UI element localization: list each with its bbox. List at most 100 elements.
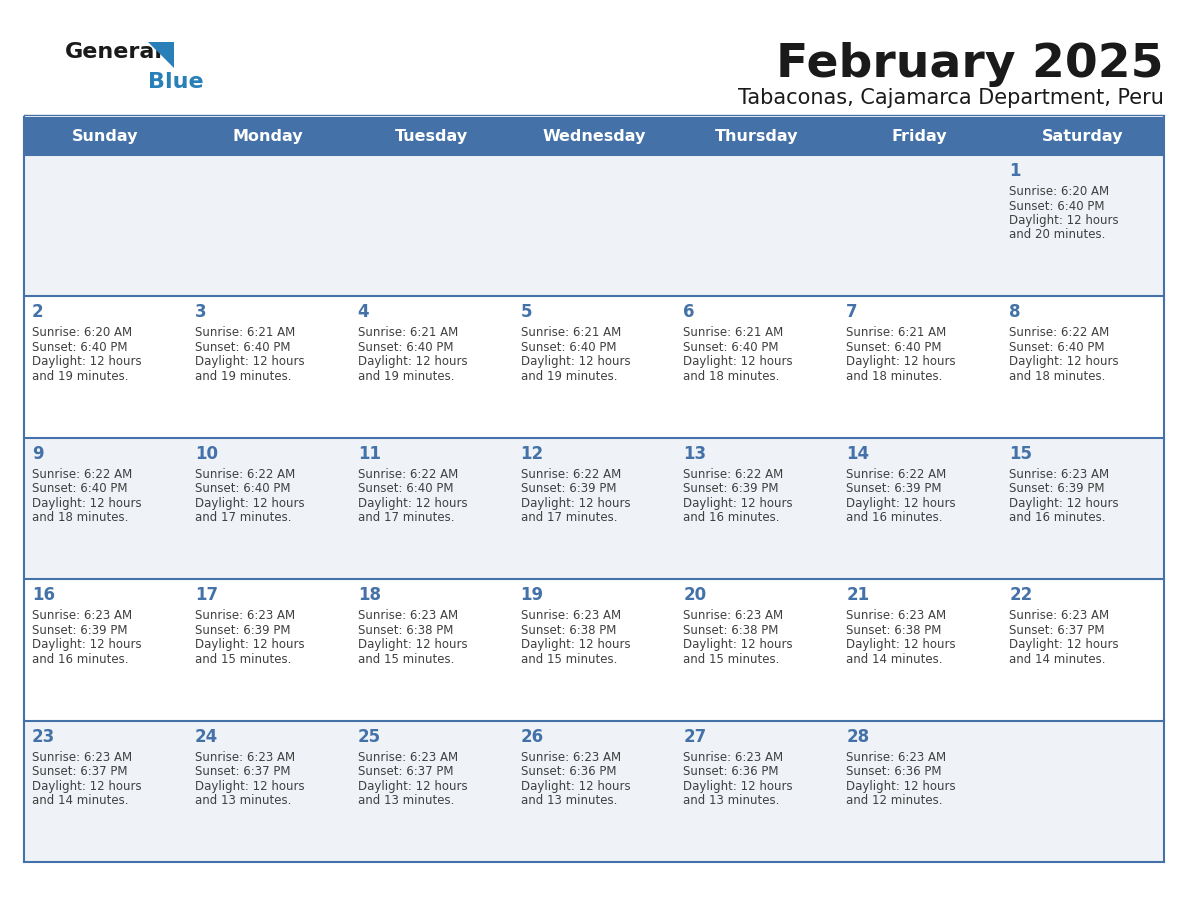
Text: and 13 minutes.: and 13 minutes. xyxy=(358,794,454,807)
Text: and 15 minutes.: and 15 minutes. xyxy=(520,653,617,666)
Text: 26: 26 xyxy=(520,728,544,745)
Text: Sunrise: 6:23 AM: Sunrise: 6:23 AM xyxy=(195,751,295,764)
Text: Daylight: 12 hours: Daylight: 12 hours xyxy=(195,497,304,509)
Text: Daylight: 12 hours: Daylight: 12 hours xyxy=(358,497,467,509)
Text: General: General xyxy=(65,42,163,62)
Text: and 17 minutes.: and 17 minutes. xyxy=(358,511,454,524)
Text: Sunrise: 6:22 AM: Sunrise: 6:22 AM xyxy=(683,468,784,481)
Text: Daylight: 12 hours: Daylight: 12 hours xyxy=(846,638,956,651)
Text: Sunrise: 6:23 AM: Sunrise: 6:23 AM xyxy=(683,610,784,622)
Text: Wednesday: Wednesday xyxy=(542,129,646,143)
Text: 4: 4 xyxy=(358,304,369,321)
Text: Sunset: 6:39 PM: Sunset: 6:39 PM xyxy=(846,482,942,496)
Text: Sunset: 6:38 PM: Sunset: 6:38 PM xyxy=(520,623,615,637)
Text: Daylight: 12 hours: Daylight: 12 hours xyxy=(1009,497,1119,509)
Text: and 18 minutes.: and 18 minutes. xyxy=(683,370,779,383)
Text: Sunset: 6:38 PM: Sunset: 6:38 PM xyxy=(683,623,779,637)
Text: Sunset: 6:40 PM: Sunset: 6:40 PM xyxy=(195,341,290,354)
Text: Daylight: 12 hours: Daylight: 12 hours xyxy=(683,779,794,792)
Text: Sunrise: 6:23 AM: Sunrise: 6:23 AM xyxy=(846,610,947,622)
Text: and 19 minutes.: and 19 minutes. xyxy=(358,370,454,383)
Text: Daylight: 12 hours: Daylight: 12 hours xyxy=(32,779,141,792)
Text: and 13 minutes.: and 13 minutes. xyxy=(520,794,617,807)
Text: 23: 23 xyxy=(32,728,56,745)
Text: Sunset: 6:39 PM: Sunset: 6:39 PM xyxy=(683,482,779,496)
Text: Daylight: 12 hours: Daylight: 12 hours xyxy=(358,638,467,651)
Text: and 18 minutes.: and 18 minutes. xyxy=(846,370,942,383)
Text: Daylight: 12 hours: Daylight: 12 hours xyxy=(683,638,794,651)
Text: Daylight: 12 hours: Daylight: 12 hours xyxy=(1009,355,1119,368)
Text: and 14 minutes.: and 14 minutes. xyxy=(32,794,128,807)
Text: Sunset: 6:39 PM: Sunset: 6:39 PM xyxy=(195,623,290,637)
Text: Sunrise: 6:23 AM: Sunrise: 6:23 AM xyxy=(358,610,457,622)
Text: Saturday: Saturday xyxy=(1042,129,1124,143)
Text: and 14 minutes.: and 14 minutes. xyxy=(846,653,943,666)
Text: and 15 minutes.: and 15 minutes. xyxy=(195,653,291,666)
Text: 7: 7 xyxy=(846,304,858,321)
Text: Sunset: 6:37 PM: Sunset: 6:37 PM xyxy=(32,765,127,778)
Text: Sunset: 6:38 PM: Sunset: 6:38 PM xyxy=(358,623,453,637)
Text: Sunset: 6:38 PM: Sunset: 6:38 PM xyxy=(846,623,942,637)
Bar xyxy=(24,579,1164,721)
Text: Sunset: 6:40 PM: Sunset: 6:40 PM xyxy=(1009,199,1105,212)
Text: 10: 10 xyxy=(195,445,217,463)
Text: Daylight: 12 hours: Daylight: 12 hours xyxy=(195,638,304,651)
Text: Sunrise: 6:23 AM: Sunrise: 6:23 AM xyxy=(520,751,620,764)
Text: 28: 28 xyxy=(846,728,870,745)
Text: Daylight: 12 hours: Daylight: 12 hours xyxy=(195,355,304,368)
Text: and 12 minutes.: and 12 minutes. xyxy=(846,794,943,807)
Text: 16: 16 xyxy=(32,587,55,604)
Text: Daylight: 12 hours: Daylight: 12 hours xyxy=(846,355,956,368)
Bar xyxy=(24,721,1164,862)
Text: Daylight: 12 hours: Daylight: 12 hours xyxy=(195,779,304,792)
Text: Sunrise: 6:22 AM: Sunrise: 6:22 AM xyxy=(1009,327,1110,340)
Text: Sunrise: 6:22 AM: Sunrise: 6:22 AM xyxy=(846,468,947,481)
Text: Sunrise: 6:21 AM: Sunrise: 6:21 AM xyxy=(683,327,784,340)
Text: and 18 minutes.: and 18 minutes. xyxy=(1009,370,1106,383)
Text: 14: 14 xyxy=(846,445,870,463)
Text: Sunset: 6:39 PM: Sunset: 6:39 PM xyxy=(520,482,617,496)
Text: and 17 minutes.: and 17 minutes. xyxy=(195,511,291,524)
Text: Sunset: 6:39 PM: Sunset: 6:39 PM xyxy=(1009,482,1105,496)
Text: Thursday: Thursday xyxy=(715,129,798,143)
Text: and 19 minutes.: and 19 minutes. xyxy=(520,370,617,383)
Text: Tabaconas, Cajamarca Department, Peru: Tabaconas, Cajamarca Department, Peru xyxy=(738,88,1164,108)
Text: Sunset: 6:40 PM: Sunset: 6:40 PM xyxy=(846,341,942,354)
Text: Sunrise: 6:23 AM: Sunrise: 6:23 AM xyxy=(1009,610,1110,622)
Text: February 2025: February 2025 xyxy=(777,42,1164,87)
Text: Sunrise: 6:23 AM: Sunrise: 6:23 AM xyxy=(358,751,457,764)
Text: Daylight: 12 hours: Daylight: 12 hours xyxy=(520,638,630,651)
Text: 19: 19 xyxy=(520,587,544,604)
Text: Daylight: 12 hours: Daylight: 12 hours xyxy=(846,779,956,792)
Bar xyxy=(24,438,1164,579)
Text: Friday: Friday xyxy=(892,129,948,143)
Text: Sunrise: 6:20 AM: Sunrise: 6:20 AM xyxy=(32,327,132,340)
Text: 20: 20 xyxy=(683,587,707,604)
Text: Daylight: 12 hours: Daylight: 12 hours xyxy=(32,638,141,651)
Text: 13: 13 xyxy=(683,445,707,463)
Bar xyxy=(24,297,1164,438)
Text: and 13 minutes.: and 13 minutes. xyxy=(683,794,779,807)
Text: and 19 minutes.: and 19 minutes. xyxy=(32,370,128,383)
Text: Sunrise: 6:23 AM: Sunrise: 6:23 AM xyxy=(32,610,132,622)
Text: Sunset: 6:40 PM: Sunset: 6:40 PM xyxy=(520,341,617,354)
Text: Sunrise: 6:23 AM: Sunrise: 6:23 AM xyxy=(195,610,295,622)
Text: 24: 24 xyxy=(195,728,219,745)
Text: Sunrise: 6:23 AM: Sunrise: 6:23 AM xyxy=(1009,468,1110,481)
Text: Daylight: 12 hours: Daylight: 12 hours xyxy=(683,497,794,509)
Text: 6: 6 xyxy=(683,304,695,321)
Text: Blue: Blue xyxy=(148,72,203,92)
Text: Sunrise: 6:22 AM: Sunrise: 6:22 AM xyxy=(195,468,295,481)
Text: Sunset: 6:40 PM: Sunset: 6:40 PM xyxy=(358,482,453,496)
Text: Sunset: 6:36 PM: Sunset: 6:36 PM xyxy=(520,765,617,778)
Text: and 19 minutes.: and 19 minutes. xyxy=(195,370,291,383)
Text: Daylight: 12 hours: Daylight: 12 hours xyxy=(32,355,141,368)
Text: and 16 minutes.: and 16 minutes. xyxy=(683,511,781,524)
Polygon shape xyxy=(148,42,173,68)
Text: 1: 1 xyxy=(1009,162,1020,180)
Text: Daylight: 12 hours: Daylight: 12 hours xyxy=(683,355,794,368)
Text: Sunday: Sunday xyxy=(72,129,139,143)
Text: 9: 9 xyxy=(32,445,44,463)
Text: and 16 minutes.: and 16 minutes. xyxy=(32,653,128,666)
Text: 3: 3 xyxy=(195,304,207,321)
